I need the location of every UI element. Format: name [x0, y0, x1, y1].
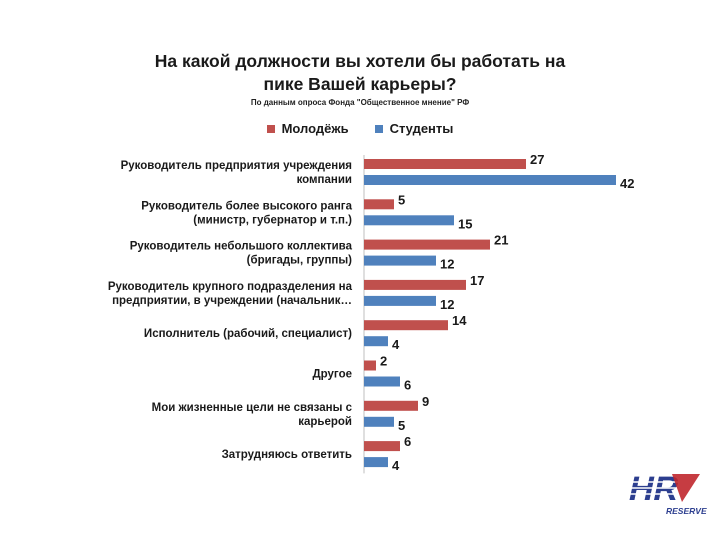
- bar-students: [364, 255, 436, 266]
- data-label-youth: 27: [530, 152, 544, 167]
- data-label-youth: 14: [452, 313, 467, 328]
- bar-students: [364, 416, 394, 427]
- legend-swatch-students: [374, 124, 383, 133]
- category-label: Затрудняюсь ответить: [222, 449, 352, 461]
- bar-students: [364, 175, 616, 185]
- bar-youth: [364, 360, 376, 371]
- category-label: Руководитель крупного подразделения на пр…: [108, 281, 353, 307]
- bar-students: [364, 295, 436, 306]
- data-label-youth: 9: [422, 394, 429, 409]
- category-label: Руководитель небольшого коллектива (брига…: [130, 241, 353, 267]
- data-label-students: 12: [440, 297, 454, 312]
- bar-students: [364, 215, 454, 226]
- bar-youth: [364, 400, 418, 411]
- bar-students: [364, 376, 400, 387]
- data-label-students: 4: [392, 337, 400, 352]
- bar-youth: [364, 199, 394, 210]
- legend: Молодёжь Студенты: [0, 121, 720, 136]
- data-label-youth: 17: [470, 273, 484, 288]
- category-label: Исполнитель (рабочий, специалист): [144, 328, 352, 340]
- legend-swatch-youth: [266, 124, 275, 133]
- data-label-students: 42: [620, 176, 634, 191]
- bar-youth: [364, 239, 490, 250]
- data-label-youth: 5: [398, 192, 405, 207]
- data-label-students: 4: [392, 458, 400, 473]
- chart-title: На какой должности вы хотели бы работать…: [154, 51, 566, 94]
- legend-item-students: Студенты: [374, 121, 454, 136]
- logo-text: RESERVE: [666, 506, 707, 516]
- legend-label-students: Студенты: [389, 121, 454, 136]
- bar-youth: [364, 279, 466, 290]
- data-label-students: 15: [458, 216, 472, 231]
- data-label-students: 5: [398, 418, 405, 433]
- data-label-youth: 6: [404, 434, 411, 449]
- chart-subtitle: По данным опроса Фонда "Общественное мне…: [250, 98, 470, 107]
- bar-youth: [364, 441, 400, 452]
- bar-students: [364, 336, 388, 347]
- legend-label-youth: Молодёжь: [281, 121, 349, 136]
- bar-students: [364, 457, 388, 468]
- data-label-youth: 21: [494, 233, 508, 248]
- category-label: Другое: [312, 369, 352, 381]
- category-label: Руководитель предприятия учреждения компа…: [121, 160, 352, 186]
- bar-youth: [364, 159, 526, 169]
- data-label-youth: 2: [380, 354, 387, 369]
- category-label: Мои жизненные цели не связаны с карьерой: [152, 402, 353, 428]
- data-label-students: 6: [404, 378, 411, 393]
- data-label-students: 12: [440, 257, 454, 272]
- legend-item-youth: Молодёжь: [266, 121, 349, 136]
- hr-reserve-logo: HR RESERVE: [626, 470, 707, 516]
- category-label: Руководитель более высокого ранга (минист…: [141, 200, 352, 226]
- bar-youth: [364, 320, 448, 331]
